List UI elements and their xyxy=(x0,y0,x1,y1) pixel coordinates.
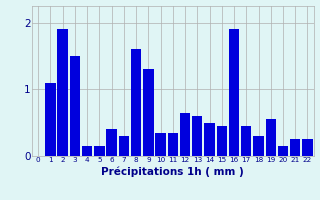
Bar xyxy=(180,113,190,156)
Bar xyxy=(131,49,141,156)
Bar xyxy=(82,146,92,156)
Bar xyxy=(290,139,300,156)
Bar xyxy=(57,29,68,156)
Bar xyxy=(278,146,288,156)
Bar xyxy=(106,129,117,156)
Bar xyxy=(229,29,239,156)
Bar xyxy=(168,133,178,156)
Bar xyxy=(70,56,80,156)
Bar xyxy=(94,146,105,156)
Bar xyxy=(119,136,129,156)
Bar xyxy=(302,139,313,156)
Bar xyxy=(266,119,276,156)
X-axis label: Précipitations 1h ( mm ): Précipitations 1h ( mm ) xyxy=(101,166,244,177)
Bar xyxy=(204,123,215,156)
Bar xyxy=(155,133,166,156)
Bar xyxy=(143,69,154,156)
Bar xyxy=(192,116,203,156)
Bar xyxy=(45,83,56,156)
Bar xyxy=(217,126,227,156)
Bar xyxy=(253,136,264,156)
Bar xyxy=(241,126,252,156)
